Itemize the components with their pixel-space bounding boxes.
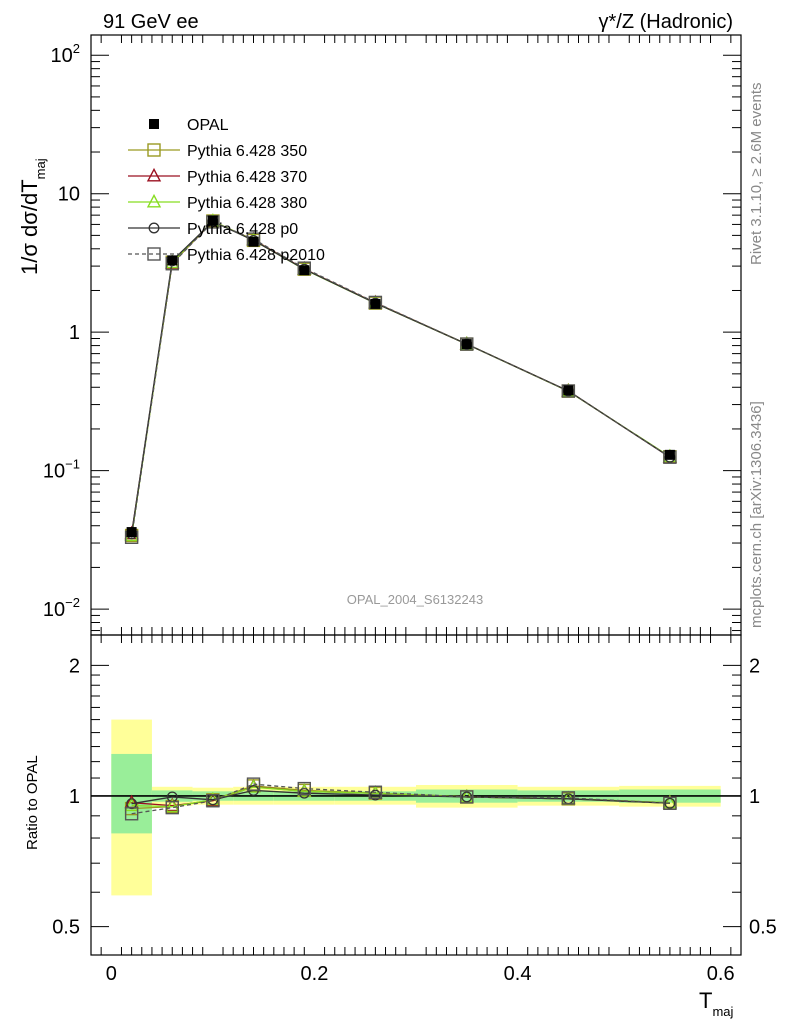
legend-marker-p2010 <box>147 247 161 261</box>
legend-label-p0: Pythia 6.428 p0 <box>187 221 298 238</box>
legend-marker-opal <box>149 119 159 129</box>
opal-point-4 <box>299 265 310 276</box>
ratio-uncertainty-bands <box>111 719 721 896</box>
x-tick-label: 0.4 <box>504 963 532 985</box>
header-right-label: γ*/Z (Hadronic) <box>599 11 733 33</box>
main-line-p350 <box>130 220 671 536</box>
ratio-y-tick-label-left: 0.5 <box>52 917 80 939</box>
legend-marker-p380 <box>146 193 162 208</box>
main-y-tick-label: 1 <box>69 322 80 344</box>
ratio-y-tick-label-left: 2 <box>69 655 80 677</box>
legend-entry-opal: OPAL <box>149 117 229 134</box>
ratio-point-p2010-0 <box>124 807 139 821</box>
x-tick-label: 0.2 <box>301 963 329 985</box>
ratio-panel-frame <box>90 634 742 956</box>
main-series-p0 <box>126 216 676 540</box>
legend-marker-p350 <box>147 143 161 157</box>
legend-entry-p370: Pythia 6.428 370 <box>128 167 307 186</box>
opal-point-8 <box>664 449 675 460</box>
ratio-y-tick-label-right: 2 <box>749 655 760 677</box>
main-line-p380 <box>130 220 671 536</box>
legend-label-p380: Pythia 6.428 380 <box>187 195 307 212</box>
axes-layer: 0 0.2 0.4 0.6 102 10 1 10−1 10−2 2 2 1 1 0.5 0.5 <box>43 34 777 985</box>
ratio-point-p2010-1 <box>165 800 179 815</box>
rivet-version-label: Rivet 3.1.10, ≥ 2.6M events <box>748 83 765 266</box>
legend-entry-p2010: Pythia 6.428 p2010 <box>128 247 325 264</box>
x-axis-label: Tmaj <box>699 988 734 1019</box>
main-line-p2010 <box>130 221 671 538</box>
main-point-p2010-7 <box>561 384 576 398</box>
legend-entry-p350: Pythia 6.428 350 <box>128 143 307 160</box>
header-left-label: 91 GeV ee <box>103 11 199 33</box>
ratio-point-p2010-7 <box>561 791 576 805</box>
legend-entry-p380: Pythia 6.428 380 <box>128 193 307 212</box>
main-y-tick-label: 102 <box>51 41 80 67</box>
legend-label-p2010: Pythia 6.428 p2010 <box>187 247 325 264</box>
ratio-point-p2010-3 <box>246 777 261 791</box>
main-y-tick-label: 10−1 <box>43 457 80 483</box>
ratio-series-p2010 <box>124 777 677 821</box>
main-y-tick-label: 10 <box>58 184 80 206</box>
ratio-point-p2010-6 <box>460 790 474 804</box>
main-y-axis-label-main: 1/σ dσ/dT <box>17 179 42 275</box>
main-point-p2010-6 <box>460 337 474 351</box>
x-axis-label-main: T <box>699 988 712 1013</box>
main-y-tick-label: 10−2 <box>43 595 80 621</box>
ratio-point-p2010-8 <box>663 796 677 810</box>
ratio-point-p2010-5 <box>368 785 383 799</box>
legend-label-opal: OPAL <box>187 117 229 134</box>
ratio-point-p0-8 <box>664 797 676 809</box>
ratio-point-p380-1 <box>165 798 180 813</box>
opal-point-0 <box>126 527 137 538</box>
legend-marker-p0 <box>148 222 160 234</box>
ratio-point-p0-0 <box>126 798 138 810</box>
ratio-y-axis-label: Ratio to OPAL <box>24 755 41 850</box>
ratio-y-tick-label-left: 1 <box>69 786 80 808</box>
opal-point-5 <box>370 298 381 309</box>
ratio-band-inner-0 <box>111 753 152 834</box>
ratio-point-p2010-4 <box>297 781 311 796</box>
opal-point-2 <box>207 215 218 226</box>
ratio-y-tick-label-right: 0.5 <box>749 917 777 939</box>
main-line-p370 <box>130 220 671 534</box>
main-y-axis-label-sub: maj <box>33 158 48 179</box>
main-line-p0 <box>130 220 671 534</box>
x-axis-label-sub: maj <box>712 1004 733 1019</box>
analysis-watermark: OPAL_2004_S6132243 <box>347 592 483 607</box>
opal-point-6 <box>461 339 472 350</box>
legend-label-p350: Pythia 6.428 350 <box>187 143 307 160</box>
legend-label-p370: Pythia 6.428 370 <box>187 169 307 186</box>
opal-point-3 <box>248 236 259 247</box>
legend: OPAL Pythia 6.428 350 Pythia 6.428 370 Pyth… <box>128 117 325 264</box>
x-tick-label: 0 <box>106 963 117 985</box>
ratio-point-p380-0 <box>124 797 139 812</box>
mcplots-credit-label: mcplots.cern.ch [arXiv:1306.3436] <box>748 401 765 628</box>
ratio-line-p2010 <box>131 783 670 815</box>
main-series-opal <box>126 215 675 538</box>
main-series-p2010 <box>124 215 677 544</box>
opal-point-7 <box>563 385 574 396</box>
main-y-axis-label: 1/σ dσ/dTmaj <box>17 158 48 275</box>
x-tick-label: 0.6 <box>707 963 735 985</box>
ratio-point-p0-5 <box>369 789 381 801</box>
opal-point-1 <box>167 255 178 266</box>
ratio-point-p2010-2 <box>206 794 220 808</box>
legend-marker-p370 <box>146 167 162 182</box>
ratio-point-p380-4 <box>297 783 312 797</box>
series-layer <box>124 213 678 821</box>
ratio-y-tick-label-right: 1 <box>749 786 760 808</box>
legend-entry-p0: Pythia 6.428 p0 <box>128 221 298 238</box>
